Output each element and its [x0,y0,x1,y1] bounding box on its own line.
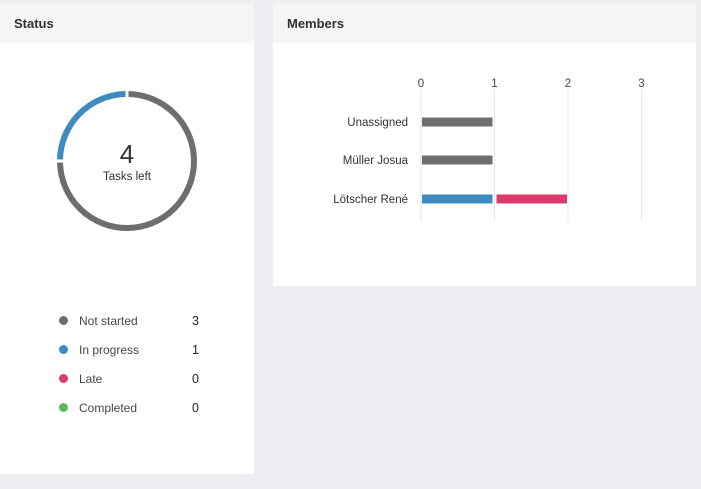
tasks-left-label: Tasks left [103,171,151,183]
legend-dot-late [59,374,68,383]
legend-label: In progress [79,342,140,357]
status-card-title: Status [0,3,254,43]
x-tick-label: 2 [565,78,571,90]
legend-item-late[interactable]: Late 0 [59,364,199,393]
category-label: Lötscher René [333,194,408,206]
status-legend: Not started 3 In progress 1 Late 0 Compl… [59,306,199,422]
legend-label: Late [79,371,103,386]
bar-segment[interactable] [422,117,493,127]
donut-slice-in-progress[interactable] [57,91,126,160]
legend-value: 1 [192,342,199,357]
legend-dot-in-progress [59,345,68,354]
bar-segment[interactable] [422,155,493,165]
donut-center: 4 Tasks left [56,90,198,232]
legend-label: Not started [79,313,138,328]
legend-item-in-progress[interactable]: In progress 1 [59,335,199,364]
status-card: Status 4 Tasks left Not started 3 In pro… [0,3,254,474]
x-tick-label: 3 [638,78,644,90]
legend-value: 0 [192,371,199,386]
category-label: Müller Josua [343,155,409,167]
members-card: Members 0 1 2 3 Unassigned Müller Josua Lötsch… [273,3,696,286]
legend-dot-not-started [59,316,68,325]
donut-svg [57,91,197,231]
members-bar-chart: 0 1 2 3 Unassigned Müller Josua Lötscher René [333,78,645,221]
tasks-left-count: 4 [119,139,135,169]
category-label: Unassigned [347,117,408,129]
legend-label: Completed [79,400,138,415]
legend-value: 3 [192,313,199,328]
members-card-title: Members [273,3,696,43]
x-tick-label: 1 [491,78,497,90]
donut-slice-not-started[interactable] [57,91,197,231]
x-tick-label: 0 [418,78,424,90]
legend-item-completed[interactable]: Completed 0 [59,393,199,422]
status-donut-chart: 4 Tasks left [56,90,198,232]
bar-segment[interactable] [496,194,568,204]
legend-value: 0 [192,400,199,415]
legend-item-not-started[interactable]: Not started 3 [59,306,199,335]
bar-segment[interactable] [422,194,493,204]
legend-dot-completed [59,403,68,412]
